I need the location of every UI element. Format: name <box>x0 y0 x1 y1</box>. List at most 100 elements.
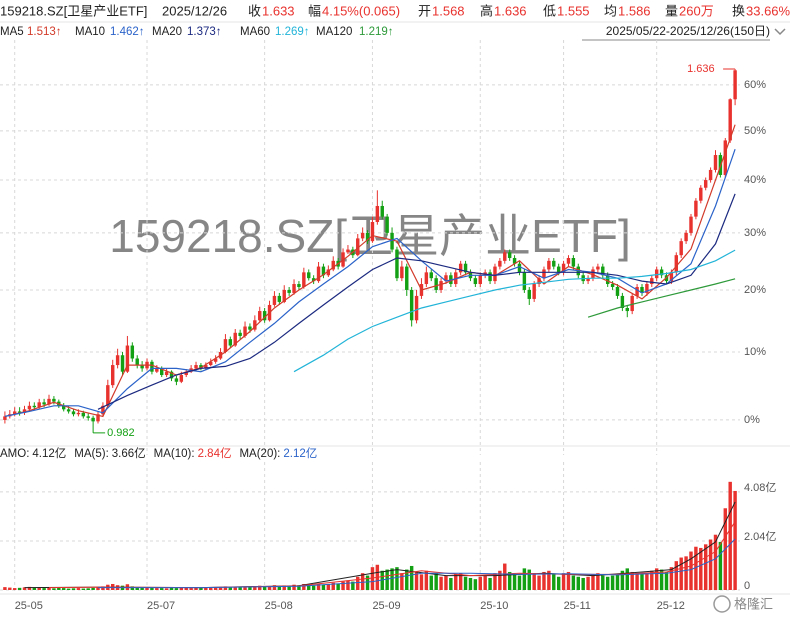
candle-body <box>429 272 433 279</box>
y-tick-label: 2.04亿 <box>744 530 776 543</box>
quote-label: 量 <box>665 3 678 18</box>
candle-body <box>493 266 497 282</box>
candle-body <box>111 365 115 386</box>
legend-name: MA5 <box>0 26 24 38</box>
volume-bar <box>547 570 551 590</box>
volume-bar <box>601 575 605 590</box>
candle-body <box>596 266 600 270</box>
candle-body <box>71 411 76 415</box>
volume-bar <box>292 584 296 590</box>
volume-bar <box>57 587 61 590</box>
volume-bar <box>12 588 17 590</box>
volume-legend-name: MA(20): <box>239 448 280 460</box>
volume-bar <box>659 569 664 590</box>
legend-value: 1.269↑ <box>275 26 310 38</box>
volume-bar <box>664 571 669 590</box>
candle-body <box>120 355 125 372</box>
candle-body <box>645 284 649 293</box>
candle-body <box>380 205 384 217</box>
candle-body <box>512 258 517 264</box>
date: 2025/12/26 <box>162 3 227 18</box>
candle-body <box>76 412 81 415</box>
quote-label: 换 <box>732 3 745 18</box>
candle-body <box>115 355 120 366</box>
volume-bar <box>699 547 703 590</box>
candle-body <box>694 200 698 217</box>
candle-body <box>12 411 17 415</box>
volume-bar <box>302 583 306 590</box>
volume-bar <box>282 585 286 590</box>
volume-bar <box>537 575 541 590</box>
quote-label: 低 <box>543 3 556 18</box>
volume-bar <box>571 575 576 590</box>
volume-legend-name: AMO: <box>0 448 29 460</box>
candle-body <box>703 180 708 188</box>
candle-body <box>302 272 306 287</box>
x-tick-label: 25-05 <box>15 600 43 612</box>
candle-body <box>164 371 169 376</box>
candle-body <box>400 266 404 279</box>
candle-body <box>405 266 409 290</box>
volume-bar <box>160 588 164 590</box>
volume-bar <box>395 567 399 590</box>
candle-body <box>434 278 438 290</box>
candle-body <box>414 295 419 321</box>
volume-bar <box>640 574 644 590</box>
candle-body <box>199 365 203 369</box>
volume-bar <box>155 588 159 590</box>
candle-body <box>17 411 22 413</box>
volume-bar <box>86 588 90 590</box>
candle-body <box>326 269 331 276</box>
candle-body <box>238 332 242 336</box>
volume-bar <box>625 568 629 590</box>
y-tick-label: 4.08亿 <box>744 481 776 494</box>
volume-bar <box>204 587 208 590</box>
candle-body <box>233 332 237 346</box>
candle-body <box>620 295 625 309</box>
volume-bar <box>189 588 193 590</box>
x-tick-label: 25-12 <box>657 600 685 612</box>
candle-body <box>135 358 139 366</box>
candle-body <box>591 269 595 279</box>
candle-body <box>96 414 100 422</box>
candle-body <box>272 295 277 305</box>
volume-bar <box>620 570 625 590</box>
volume-bar <box>517 575 522 590</box>
quote-value: 1.633 <box>262 3 295 18</box>
volume-bar <box>552 574 556 590</box>
candle-body <box>684 232 688 242</box>
candle-body <box>478 275 482 285</box>
candle-body <box>169 371 174 379</box>
volume-bar <box>679 557 683 590</box>
candle-body <box>140 365 144 369</box>
candle-body <box>561 263 566 273</box>
volume-bar <box>32 587 37 590</box>
volume-bar <box>326 584 331 590</box>
volume-bar <box>385 569 389 590</box>
quote-label: 高 <box>480 3 493 18</box>
volume-legend-value: 2.84亿 <box>198 447 232 460</box>
candle-body <box>86 416 90 418</box>
annotation: 1.636 <box>687 63 715 75</box>
volume-bar <box>615 574 620 590</box>
volume-bar <box>449 577 453 590</box>
volume-bar <box>674 561 679 590</box>
volume-bar <box>218 587 223 590</box>
x-tick-label: 25-08 <box>265 600 293 612</box>
y-tick-label: 0 <box>744 580 750 592</box>
range-dropdown[interactable] <box>774 28 786 36</box>
volume-bar <box>733 490 737 590</box>
candle-body <box>27 405 32 410</box>
ma-line <box>587 278 736 318</box>
candle-body <box>47 398 51 405</box>
volume-bar <box>179 587 184 590</box>
volume-bar <box>223 586 228 590</box>
candle-body <box>81 412 86 417</box>
candle-body <box>615 286 620 296</box>
candle-body <box>650 278 654 285</box>
volume-bar <box>277 585 282 590</box>
volume-bar <box>37 587 41 590</box>
volume-bar <box>61 588 66 590</box>
volume-bar <box>209 587 213 590</box>
